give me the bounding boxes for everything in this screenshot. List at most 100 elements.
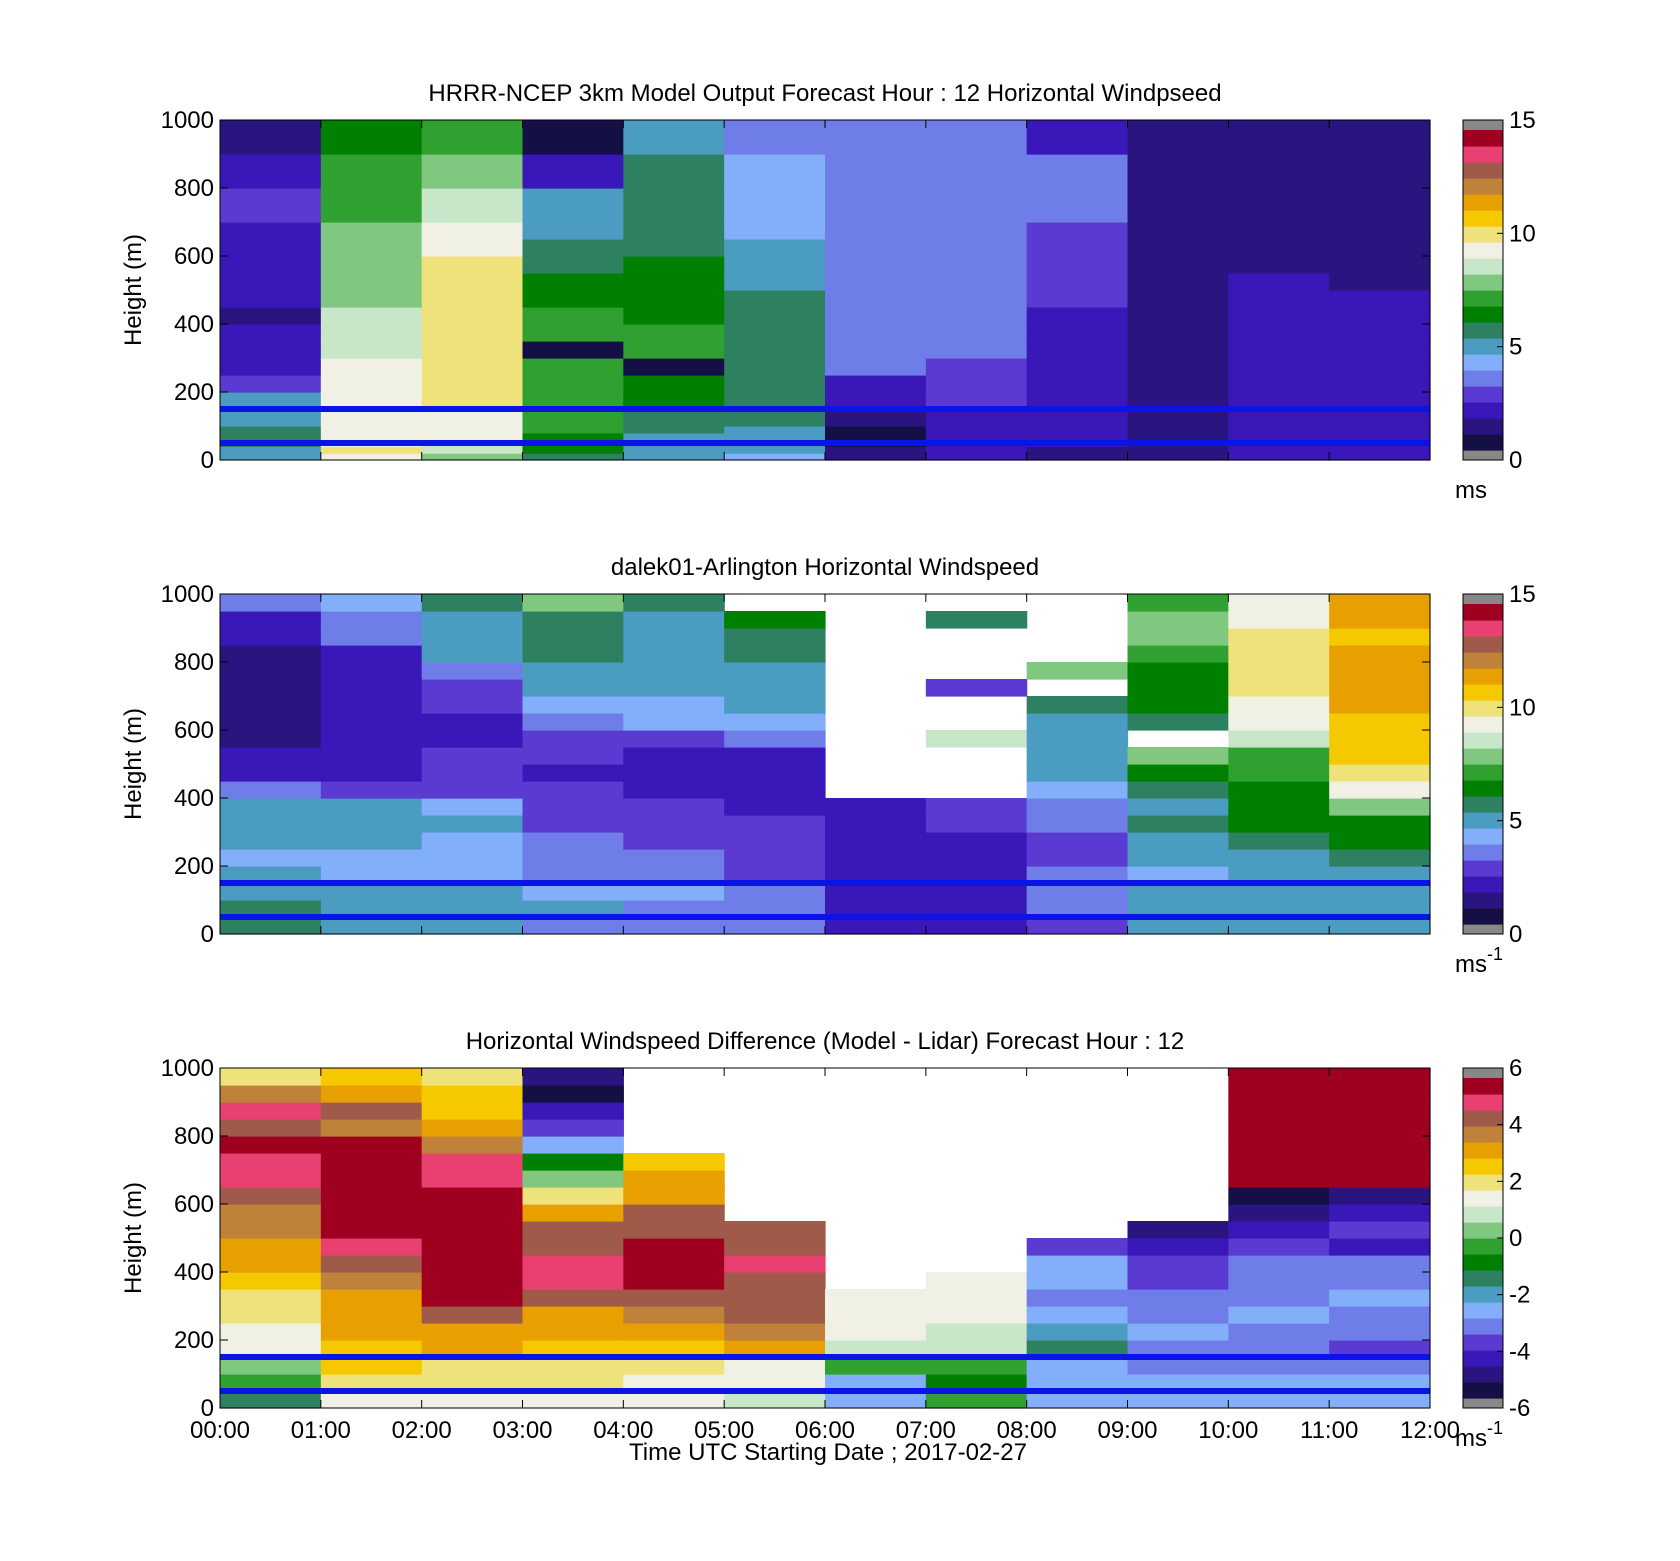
heatmap-cell — [724, 866, 826, 884]
heatmap-cell — [421, 453, 524, 461]
heatmap-cell — [1228, 747, 1330, 765]
heatmap-cell — [421, 239, 524, 257]
heatmap-cell — [925, 832, 1028, 850]
heatmap-cell — [220, 628, 322, 646]
colorbar-tick-label: 4 — [1509, 1112, 1522, 1139]
heatmap-cell — [522, 432, 624, 441]
heatmap-cell — [220, 1272, 322, 1290]
heatmap-cell — [1026, 713, 1129, 731]
heatmap-cell — [522, 341, 624, 359]
heatmap-cell — [1026, 290, 1129, 308]
heatmap-cell — [1329, 1289, 1431, 1307]
heatmap-cell — [925, 453, 1028, 461]
heatmap-cell — [220, 611, 322, 629]
heatmap-cell — [825, 432, 927, 441]
heatmap-cell — [623, 866, 725, 884]
heatmap-cell — [220, 1391, 322, 1409]
heatmap-cell — [320, 290, 423, 308]
heatmap-cell — [724, 1238, 826, 1256]
panel-title: Horizontal Windspeed Difference (Model -… — [466, 1028, 1185, 1055]
heatmap-cell — [623, 1221, 725, 1239]
heatmap-cell — [421, 1204, 524, 1222]
heatmap-cell — [925, 154, 1028, 189]
heatmap-cell — [421, 1374, 524, 1392]
heatmap-cell — [522, 1323, 624, 1341]
heatmap-cell — [623, 883, 725, 901]
heatmap-cell — [1228, 256, 1330, 274]
heatmap-cell — [1127, 1357, 1229, 1375]
heatmap-cell — [925, 290, 1028, 308]
heatmap-cell — [220, 662, 322, 680]
heatmap-cell — [623, 832, 725, 850]
heatmap-cell — [1228, 611, 1330, 629]
heatmap-cell — [320, 798, 423, 816]
heatmap-cell — [1228, 1238, 1330, 1256]
heatmap-cell — [1026, 832, 1129, 850]
heatmap-cell — [825, 188, 927, 223]
heatmap-cell — [825, 392, 927, 410]
colorbar-segment — [1463, 210, 1503, 227]
y-tick-label: 400 — [174, 1259, 214, 1286]
heatmap-cell — [421, 1068, 524, 1086]
heatmap-cell — [825, 446, 927, 454]
heatmap-cell — [1127, 1221, 1229, 1239]
heatmap-cell — [1127, 290, 1229, 308]
heatmap-cell — [220, 392, 322, 410]
heatmap-cell — [522, 222, 624, 240]
heatmap-cell — [421, 628, 524, 646]
heatmap-cell — [522, 1391, 624, 1409]
heatmap-cell — [724, 696, 826, 714]
colorbar-segment — [1463, 796, 1503, 813]
heatmap-cell — [320, 1068, 423, 1086]
heatmap-cell — [1026, 1272, 1129, 1290]
heatmap-cell — [1329, 849, 1431, 867]
heatmap-cell — [421, 1391, 524, 1409]
heatmap-cell — [623, 679, 725, 697]
heatmap-cell — [421, 900, 524, 918]
heatmap-cell — [220, 1170, 322, 1188]
heatmap-cell — [925, 307, 1028, 325]
heatmap-cell — [1228, 358, 1330, 376]
y-axis-label: Height (m) — [120, 708, 147, 820]
heatmap-cell — [724, 628, 826, 646]
colorbar-segment — [1463, 1350, 1503, 1367]
x-tick-label: 00:00 — [190, 1417, 250, 1444]
heatmap-cell — [1228, 764, 1330, 782]
heatmap-cell — [320, 917, 423, 935]
heatmap-cell — [1228, 730, 1330, 748]
heatmap-cell — [1228, 409, 1330, 427]
colorbar-segment — [1463, 274, 1503, 291]
heatmap-cell — [1127, 900, 1229, 918]
heatmap-cell — [1228, 1340, 1330, 1358]
heatmap-cell — [724, 1391, 826, 1409]
heatmap-cell — [724, 1374, 826, 1392]
heatmap-cell — [1026, 453, 1129, 461]
x-tick-label: 06:00 — [795, 1417, 855, 1444]
heatmap-cell — [320, 1136, 423, 1154]
heatmap-cell — [220, 815, 322, 833]
heatmap-cell — [421, 154, 524, 189]
colorbar-segment — [1463, 1206, 1503, 1223]
heatmap-cell — [1329, 375, 1431, 393]
heatmap-cell — [320, 1204, 423, 1222]
colorbar-segment — [1463, 668, 1503, 685]
heatmap-cell — [623, 764, 725, 782]
heatmap-cell — [724, 611, 826, 629]
heatmap-cell — [1127, 432, 1229, 441]
heatmap-cell — [1127, 1340, 1229, 1358]
y-tick-label: 0 — [201, 921, 214, 948]
heatmap-cell — [421, 866, 524, 884]
heatmap-cell — [1329, 1238, 1431, 1256]
heatmap-cell — [1127, 409, 1229, 427]
heatmap-cell — [421, 1119, 524, 1137]
heatmap-cell — [623, 730, 725, 748]
colorbar-segment — [1463, 162, 1503, 179]
heatmap-cell — [925, 883, 1028, 901]
heatmap-cell — [320, 1340, 423, 1358]
heatmap-cell — [1127, 781, 1229, 799]
y-tick-label: 0 — [201, 447, 214, 474]
heatmap-cell — [522, 1153, 624, 1171]
heatmap-cell — [1127, 628, 1229, 646]
heatmap-cell — [623, 798, 725, 816]
y-tick-label: 1000 — [161, 581, 214, 608]
